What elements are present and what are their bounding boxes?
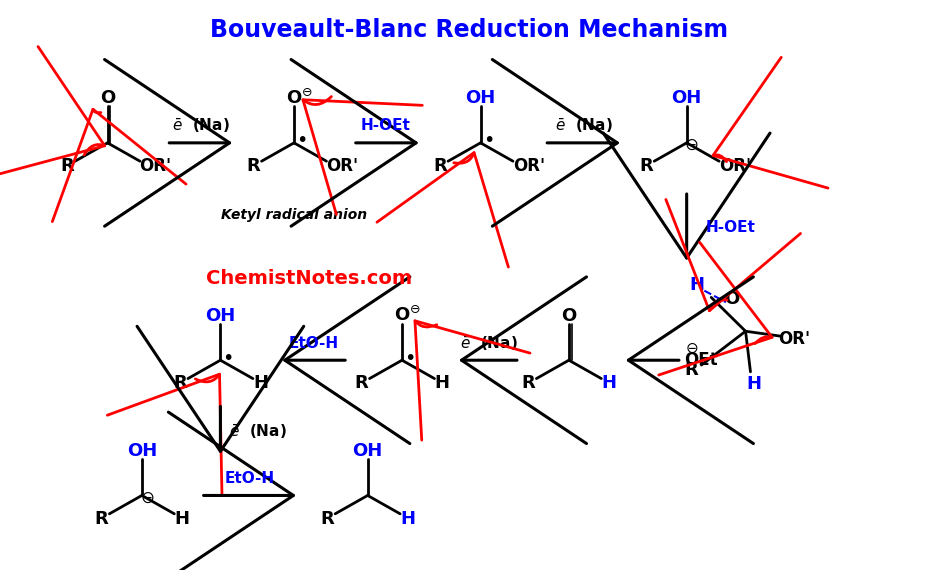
Text: Ketyl radical anion: Ketyl radical anion bbox=[221, 208, 367, 222]
Text: O: O bbox=[724, 290, 740, 308]
Text: H: H bbox=[689, 276, 704, 294]
Text: H: H bbox=[400, 510, 415, 528]
Text: R: R bbox=[247, 157, 260, 175]
Text: $\bar{e}$  (Na): $\bar{e}$ (Na) bbox=[171, 117, 230, 136]
Text: R: R bbox=[321, 510, 335, 528]
Text: $\ominus$: $\ominus$ bbox=[140, 488, 154, 506]
Text: EtO-H: EtO-H bbox=[288, 336, 338, 351]
Text: OH: OH bbox=[205, 307, 235, 325]
Text: OR': OR' bbox=[326, 157, 358, 175]
Text: OH: OH bbox=[671, 89, 702, 107]
Text: OR': OR' bbox=[718, 157, 751, 175]
Text: Bouveault-Blanc Reduction Mechanism: Bouveault-Blanc Reduction Mechanism bbox=[210, 18, 728, 42]
Text: R: R bbox=[60, 157, 74, 175]
Text: ChemistNotes.com: ChemistNotes.com bbox=[206, 268, 412, 288]
Text: $\bar{e}$  (Na): $\bar{e}$ (Na) bbox=[554, 117, 613, 136]
Text: H-OEt: H-OEt bbox=[361, 118, 411, 133]
Text: $\bar{e}$  (Na): $\bar{e}$ (Na) bbox=[229, 422, 286, 441]
Text: OH: OH bbox=[127, 442, 157, 460]
Text: O$^{\ominus}$: O$^{\ominus}$ bbox=[395, 306, 422, 325]
Text: OR': OR' bbox=[513, 157, 545, 175]
Text: R: R bbox=[433, 157, 447, 175]
Text: H: H bbox=[174, 510, 190, 528]
Text: R: R bbox=[173, 374, 187, 392]
Text: OR': OR' bbox=[140, 157, 171, 175]
Text: $\ominus$: $\ominus$ bbox=[684, 136, 699, 154]
Text: R: R bbox=[95, 510, 108, 528]
Text: R: R bbox=[685, 361, 698, 379]
Text: R: R bbox=[522, 374, 536, 392]
Text: $\bar{e}$  (Na): $\bar{e}$ (Na) bbox=[460, 335, 517, 353]
Text: H: H bbox=[253, 374, 268, 392]
Text: OH: OH bbox=[465, 89, 496, 107]
Text: •: • bbox=[297, 132, 308, 150]
Text: H: H bbox=[746, 376, 761, 393]
Text: OEt: OEt bbox=[684, 351, 718, 369]
Text: O$^{\ominus}$: O$^{\ominus}$ bbox=[286, 89, 313, 108]
Text: OR': OR' bbox=[779, 330, 811, 348]
Text: $\ominus$: $\ominus$ bbox=[685, 341, 698, 356]
Text: H: H bbox=[602, 374, 616, 392]
Text: •: • bbox=[222, 349, 234, 368]
Text: H-OEt: H-OEt bbox=[705, 221, 756, 235]
Text: R: R bbox=[640, 157, 654, 175]
Text: EtO-H: EtO-H bbox=[224, 471, 275, 486]
Text: OH: OH bbox=[352, 442, 383, 460]
Text: R: R bbox=[355, 374, 369, 392]
Text: •: • bbox=[483, 132, 494, 150]
Text: •: • bbox=[404, 349, 415, 368]
Text: H: H bbox=[435, 374, 450, 392]
Text: O: O bbox=[561, 307, 577, 325]
Text: O: O bbox=[100, 89, 115, 107]
